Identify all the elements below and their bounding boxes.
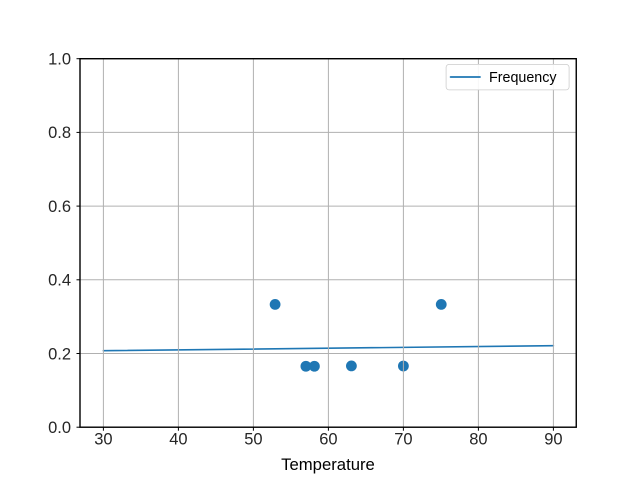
svg-text:0.0: 0.0 [48, 419, 71, 437]
svg-text:0.2: 0.2 [48, 345, 71, 363]
svg-text:Temperature: Temperature [281, 455, 375, 474]
svg-text:0.8: 0.8 [48, 124, 71, 142]
svg-text:70: 70 [394, 431, 412, 449]
svg-text:90: 90 [544, 431, 562, 449]
svg-text:Frequency: Frequency [489, 70, 557, 86]
svg-text:30: 30 [94, 431, 112, 449]
svg-text:60: 60 [319, 431, 337, 449]
svg-text:0.4: 0.4 [48, 272, 71, 290]
svg-text:1.0: 1.0 [48, 51, 71, 69]
svg-text:80: 80 [469, 431, 487, 449]
svg-text:0.6: 0.6 [48, 198, 71, 216]
svg-text:40: 40 [169, 431, 187, 449]
svg-text:50: 50 [244, 431, 262, 449]
